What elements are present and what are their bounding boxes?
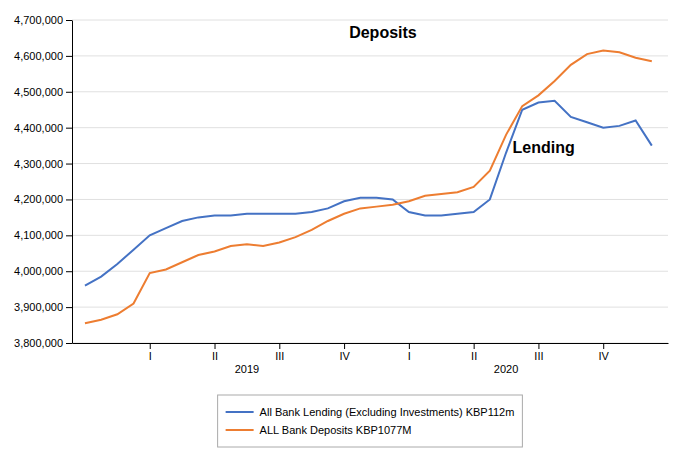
y-tick: 4,000,000 — [14, 265, 72, 277]
grid-line — [72, 199, 668, 200]
x-tick: IV — [339, 343, 350, 362]
y-tick: 4,200,000 — [14, 193, 72, 205]
y-tick-mark — [66, 164, 72, 165]
year-label: 2020 — [494, 363, 518, 375]
y-tick-label: 4,600,000 — [14, 50, 63, 62]
annotations: 2019 2020 Deposits Lending — [235, 24, 575, 375]
y-tick-label: 4,000,000 — [14, 265, 63, 277]
y-tick-mark — [66, 343, 72, 344]
annotation: Lending — [513, 139, 575, 156]
x-tick-mark — [409, 343, 410, 349]
x-tick-mark — [474, 343, 475, 349]
y-tick-label: 4,500,000 — [14, 86, 63, 98]
y-tick-label: 4,100,000 — [14, 229, 63, 241]
x-tick-mark — [603, 343, 604, 349]
x-tick: I — [149, 343, 152, 362]
legend-swatch — [226, 429, 254, 431]
y-tick-mark — [66, 20, 72, 21]
y-axis-line — [72, 21, 73, 344]
x-tick-label: II — [471, 350, 477, 362]
y-tick: 4,400,000 — [14, 122, 72, 134]
y-tick-label: 4,700,000 — [14, 14, 63, 26]
grid-line — [72, 235, 668, 236]
x-tick: III — [275, 343, 284, 362]
legend-item: ALL Bank Deposits KBP1077M — [226, 424, 412, 436]
x-tick: IV — [599, 343, 610, 362]
legend-label: All Bank Lending (Excluding Investments)… — [260, 406, 515, 418]
x-tick-mark — [279, 343, 280, 349]
legend-swatch — [226, 411, 254, 413]
x-tick-label: IV — [599, 350, 610, 362]
x-tick-label: III — [275, 350, 284, 362]
legend-item: All Bank Lending (Excluding Investments)… — [226, 406, 515, 418]
year-label: 2019 — [235, 363, 259, 375]
y-tick: 4,100,000 — [14, 229, 72, 241]
y-tick-mark — [66, 56, 72, 57]
y-tick-label: 3,800,000 — [14, 337, 63, 349]
x-tick: III — [534, 343, 543, 362]
grid-line — [72, 127, 668, 128]
grid-line — [72, 55, 668, 56]
x-axis-line — [73, 343, 669, 344]
y-tick-label: 4,400,000 — [14, 122, 63, 134]
x-tick-mark — [344, 343, 345, 349]
lines — [85, 51, 652, 324]
series-line — [85, 51, 652, 324]
y-tick-mark — [66, 235, 72, 236]
x-tick: I — [408, 343, 411, 362]
grid-line — [72, 343, 668, 344]
y-tick-mark — [66, 271, 72, 272]
legend-box — [218, 395, 523, 447]
x-tick-mark — [538, 343, 539, 349]
grid — [72, 20, 668, 343]
series-line — [85, 101, 652, 286]
grid-line — [72, 91, 668, 92]
y-tick: 4,700,000 — [14, 14, 72, 26]
legend-label: ALL Bank Deposits KBP1077M — [260, 424, 412, 436]
x-tick-label: II — [212, 350, 218, 362]
x-axis: IIIIIIIVIIIIIIIV — [73, 343, 669, 362]
x-tick-label: III — [534, 350, 543, 362]
plot-area: 3,800,000 3,900,000 4,000,000 4,100,000 4,20… — [14, 14, 668, 375]
x-tick-mark — [215, 343, 216, 349]
y-tick-label: 3,900,000 — [14, 301, 63, 313]
y-tick-label: 4,200,000 — [14, 193, 63, 205]
annotation: Deposits — [349, 24, 417, 41]
x-tick-label: I — [149, 350, 152, 362]
x-tick-label: I — [408, 350, 411, 362]
y-tick: 3,900,000 — [14, 301, 72, 313]
y-tick-mark — [66, 92, 72, 93]
x-tick-mark — [150, 343, 151, 349]
grid-line — [72, 163, 668, 164]
x-tick: II — [471, 343, 477, 362]
y-tick: 3,800,000 — [14, 337, 72, 349]
x-tick-label: IV — [339, 350, 350, 362]
grid-line — [72, 20, 668, 21]
y-tick: 4,500,000 — [14, 86, 72, 98]
y-tick-label: 4,300,000 — [14, 158, 63, 170]
chart: 3,800,000 3,900,000 4,000,000 4,100,000 4,20… — [0, 0, 688, 455]
y-tick-mark — [66, 199, 72, 200]
x-tick: II — [212, 343, 218, 362]
grid-line — [72, 307, 668, 308]
y-tick-mark — [66, 128, 72, 129]
y-axis: 3,800,000 3,900,000 4,000,000 4,100,000 4,20… — [14, 14, 72, 349]
y-tick-mark — [66, 307, 72, 308]
legend: All Bank Lending (Excluding Investments)… — [218, 395, 523, 447]
y-tick: 4,600,000 — [14, 50, 72, 62]
y-tick: 4,300,000 — [14, 158, 72, 170]
